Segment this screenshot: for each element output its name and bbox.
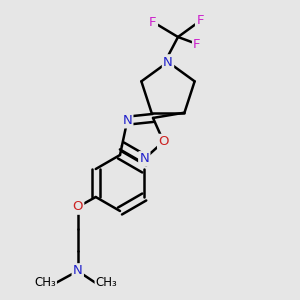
Text: F: F: [193, 38, 201, 50]
Text: O: O: [73, 200, 83, 214]
Text: N: N: [73, 265, 82, 278]
Text: N: N: [140, 152, 149, 165]
Text: O: O: [158, 135, 169, 148]
Text: CH₃: CH₃: [34, 277, 56, 290]
Text: F: F: [149, 16, 157, 28]
Text: CH₃: CH₃: [96, 277, 118, 290]
Text: N: N: [122, 114, 132, 127]
Text: N: N: [163, 56, 173, 68]
Text: F: F: [196, 14, 204, 28]
